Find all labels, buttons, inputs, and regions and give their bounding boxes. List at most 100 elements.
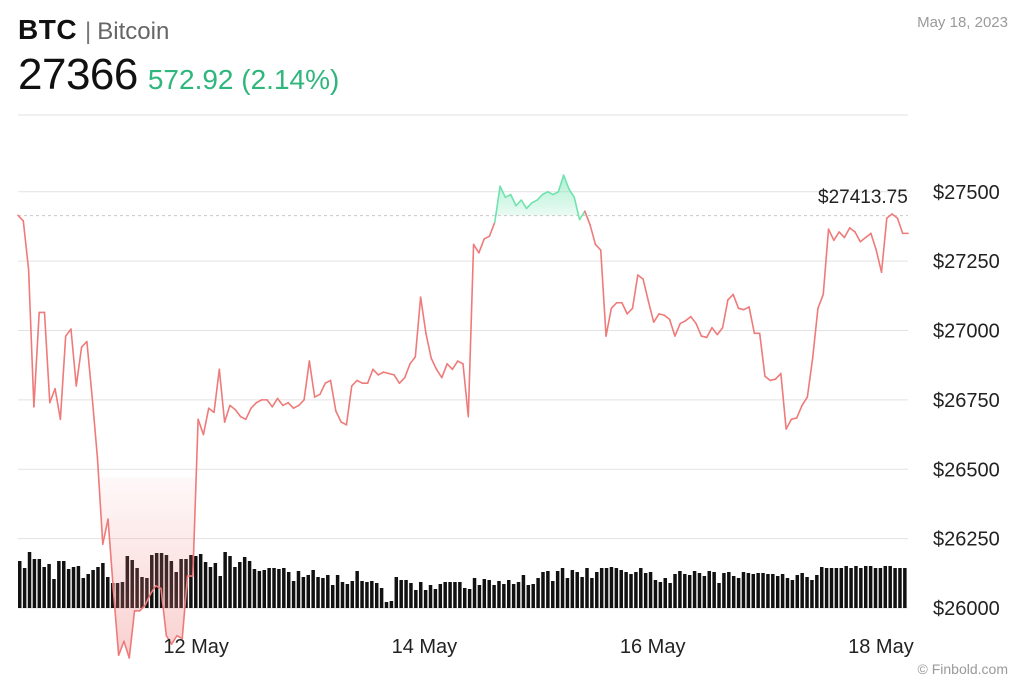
price-segment [17,214,25,222]
volume-bar [570,570,575,608]
price-segment [838,231,846,239]
volume-bar [330,585,335,608]
volume-bar [756,573,760,608]
ticker-line: BTC | Bitcoin [18,14,339,46]
y-tick-label: $26750 [933,390,1000,412]
price-segment [48,387,56,404]
price-segment [663,314,671,321]
volume-bar [639,568,643,608]
price-segment [674,322,682,337]
price-segment [329,379,337,412]
volume-bar [678,571,682,608]
price-line: 27366 572.92 (2.14%) [18,50,339,100]
volume-bar [653,580,658,608]
price-segment [594,243,602,251]
volume-bar [110,583,115,608]
volume-bar [52,579,56,608]
volume-bar [751,574,756,608]
volume-bar [575,572,579,608]
volume-bar [893,568,897,608]
volume-bar [692,571,697,608]
y-tick-label: $27500 [933,182,1000,204]
volume-bar [585,568,589,608]
volume-bar [384,602,389,608]
chart-header: BTC | Bitcoin 27366 572.92 (2.14%) [18,14,339,100]
volume-bar [707,571,711,608]
volume-bar [213,563,218,608]
volume-bar [624,572,628,608]
price-segment [308,360,316,398]
price-segment [91,396,99,459]
volume-bar [771,574,775,608]
price-segment [493,185,501,224]
volume-bar [365,582,369,608]
price-segment [568,188,576,199]
price-segment [642,278,650,303]
price-segment [541,190,549,196]
price-segment [282,401,289,407]
price-segment [626,307,634,315]
volume-bar [687,575,692,608]
volume-bar [863,566,868,608]
ticker-separator: | [85,18,92,45]
price-segment [711,326,719,336]
volume-bar [355,571,359,608]
price-segment [207,407,215,414]
price-segment [441,362,448,379]
volume-bar [296,571,301,608]
price-segment [652,313,660,323]
price-segment [742,306,750,311]
price-segment [546,190,554,196]
volume-bar [775,576,780,608]
price-segment [96,457,104,545]
volume-bar [859,568,863,608]
price-segment [117,640,125,656]
price-segment [250,401,258,410]
price-segment [833,231,840,242]
volume-bar [66,569,71,608]
volume-bar [257,571,262,608]
price-segment [123,640,131,659]
volume-bar [360,581,364,608]
price-segment [610,301,618,310]
volume-bar [267,568,271,608]
price-segment [689,315,697,325]
price-segment [33,311,40,408]
x-tick-label: 18 May [848,636,914,658]
price-segment [366,368,374,385]
price-segment [303,360,311,401]
price-segment [425,332,433,360]
volume-bar [541,572,545,608]
volume-bar [477,585,482,608]
price-segment [75,346,83,387]
price-segment [684,315,692,322]
volume-bar [580,577,584,608]
volume-bar [101,563,105,608]
price-segment [419,296,427,335]
asset-name: Bitcoin [97,18,170,45]
price-segment [811,307,819,360]
volume-bar [492,585,496,608]
volume-bar [521,575,526,608]
price-segment [886,213,893,219]
price-segment [154,584,162,590]
price-segment [324,379,332,385]
volume-bar [242,557,247,608]
volume-bar [301,577,306,608]
price-segment [446,362,454,371]
volume-bar [551,581,555,608]
volume-bar [780,574,785,608]
volume-bar [238,562,242,608]
price-segment [806,357,814,398]
price-segment [721,299,729,329]
price-segment [695,322,703,337]
price-segment [149,584,157,595]
price-segment [737,307,745,311]
price-segment [525,202,533,210]
price-segment [764,375,772,382]
volume-bar [277,569,281,608]
volume-bar [311,570,315,608]
price-segment [727,293,734,301]
volume-bar [291,581,296,608]
price-segment [467,243,475,418]
